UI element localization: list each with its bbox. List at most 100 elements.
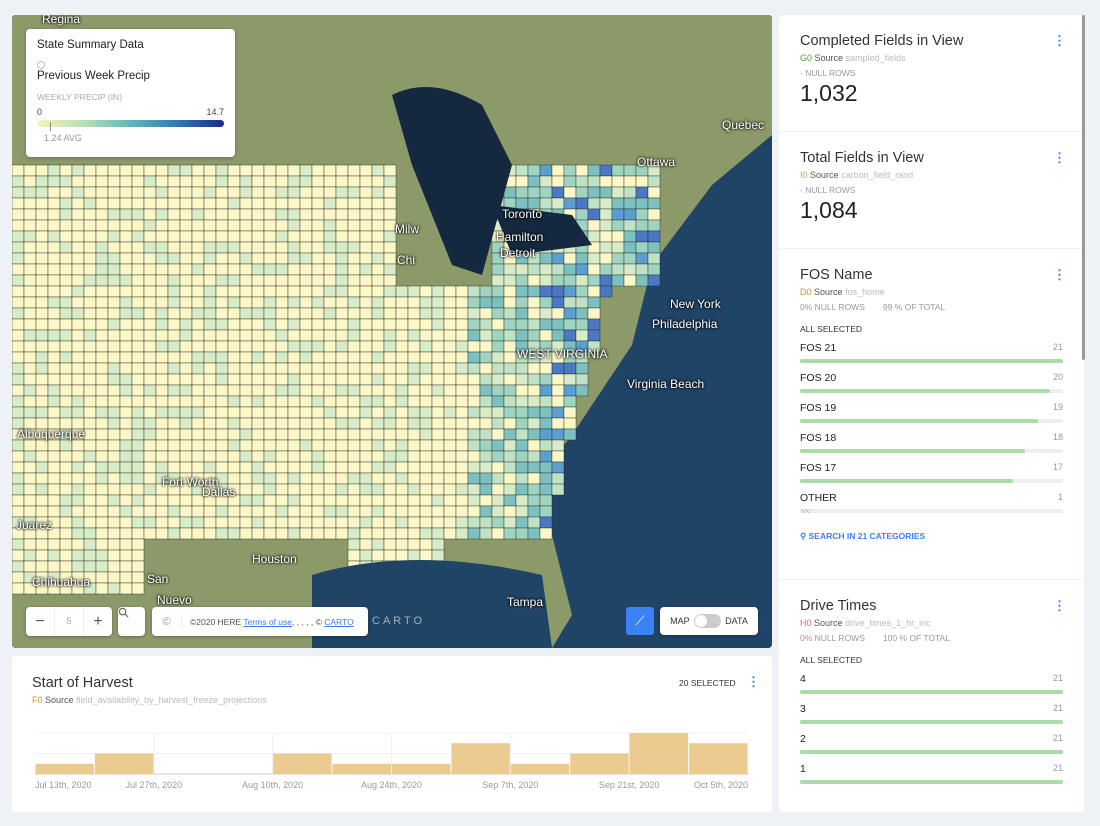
county-polygon[interactable] (539, 439, 553, 452)
county-polygon[interactable] (383, 472, 397, 485)
county-polygon[interactable] (335, 186, 349, 199)
county-polygon[interactable] (407, 351, 421, 364)
county-polygon[interactable] (515, 505, 529, 518)
county-polygon[interactable] (191, 252, 205, 265)
county-polygon[interactable] (83, 516, 97, 529)
county-polygon[interactable] (95, 340, 109, 353)
county-polygon[interactable] (263, 230, 277, 243)
county-polygon[interactable] (167, 208, 181, 221)
county-polygon[interactable] (119, 483, 133, 496)
county-polygon[interactable] (371, 318, 385, 331)
county-polygon[interactable] (251, 285, 265, 298)
county-polygon[interactable] (215, 296, 229, 309)
county-polygon[interactable] (287, 527, 301, 540)
county-polygon[interactable] (587, 263, 601, 276)
county-polygon[interactable] (83, 285, 97, 298)
county-polygon[interactable] (611, 230, 625, 243)
county-polygon[interactable] (131, 362, 145, 375)
county-polygon[interactable] (71, 164, 85, 177)
county-polygon[interactable] (299, 362, 313, 375)
county-polygon[interactable] (215, 318, 229, 331)
county-polygon[interactable] (335, 340, 349, 353)
county-polygon[interactable] (467, 516, 481, 529)
county-polygon[interactable] (539, 186, 553, 199)
county-polygon[interactable] (527, 439, 541, 452)
county-polygon[interactable] (47, 538, 61, 551)
county-polygon[interactable] (311, 241, 325, 254)
county-polygon[interactable] (179, 307, 193, 320)
county-polygon[interactable] (419, 285, 433, 298)
county-polygon[interactable] (239, 494, 253, 507)
county-polygon[interactable] (383, 175, 397, 188)
county-polygon[interactable] (359, 318, 373, 331)
county-polygon[interactable] (191, 428, 205, 441)
county-polygon[interactable] (203, 241, 217, 254)
county-polygon[interactable] (227, 516, 241, 529)
county-polygon[interactable] (47, 483, 61, 496)
county-polygon[interactable] (371, 296, 385, 309)
county-polygon[interactable] (47, 505, 61, 518)
county-polygon[interactable] (155, 197, 169, 210)
county-polygon[interactable] (599, 285, 613, 298)
county-polygon[interactable] (131, 230, 145, 243)
county-polygon[interactable] (263, 428, 277, 441)
county-polygon[interactable] (12, 175, 25, 188)
county-polygon[interactable] (47, 252, 61, 265)
county-polygon[interactable] (239, 428, 253, 441)
county-polygon[interactable] (623, 274, 637, 287)
county-polygon[interactable] (95, 307, 109, 320)
county-polygon[interactable] (131, 208, 145, 221)
county-polygon[interactable] (143, 472, 157, 485)
county-polygon[interactable] (83, 384, 97, 397)
county-polygon[interactable] (467, 351, 481, 364)
county-polygon[interactable] (287, 263, 301, 276)
county-polygon[interactable] (287, 461, 301, 474)
county-polygon[interactable] (203, 439, 217, 452)
county-polygon[interactable] (539, 516, 553, 529)
county-polygon[interactable] (299, 483, 313, 496)
county-polygon[interactable] (287, 164, 301, 177)
county-polygon[interactable] (239, 439, 253, 452)
county-polygon[interactable] (587, 230, 601, 243)
county-polygon[interactable] (479, 505, 493, 518)
county-polygon[interactable] (167, 395, 181, 408)
county-polygon[interactable] (131, 318, 145, 331)
county-polygon[interactable] (527, 516, 541, 529)
county-polygon[interactable] (359, 428, 373, 441)
county-polygon[interactable] (575, 285, 589, 298)
county-polygon[interactable] (179, 505, 193, 518)
county-polygon[interactable] (515, 439, 529, 452)
county-polygon[interactable] (419, 428, 433, 441)
county-polygon[interactable] (359, 384, 373, 397)
county-polygon[interactable] (335, 461, 349, 474)
county-polygon[interactable] (323, 329, 337, 342)
county-polygon[interactable] (323, 527, 337, 540)
county-polygon[interactable] (203, 461, 217, 474)
county-polygon[interactable] (551, 483, 565, 496)
county-polygon[interactable] (335, 296, 349, 309)
county-polygon[interactable] (119, 582, 133, 595)
county-polygon[interactable] (227, 450, 241, 463)
county-polygon[interactable] (107, 516, 121, 529)
county-polygon[interactable] (83, 329, 97, 342)
county-polygon[interactable] (83, 538, 97, 551)
county-polygon[interactable] (407, 307, 421, 320)
county-polygon[interactable] (527, 164, 541, 177)
county-polygon[interactable] (335, 395, 349, 408)
county-polygon[interactable] (143, 461, 157, 474)
county-polygon[interactable] (215, 351, 229, 364)
county-polygon[interactable] (12, 186, 25, 199)
county-polygon[interactable] (239, 516, 253, 529)
widget-menu-icon[interactable]: ⋮ (1053, 598, 1066, 613)
county-polygon[interactable] (515, 483, 529, 496)
county-polygon[interactable] (347, 252, 361, 265)
county-polygon[interactable] (599, 219, 613, 232)
county-polygon[interactable] (215, 428, 229, 441)
county-polygon[interactable] (239, 296, 253, 309)
county-polygon[interactable] (203, 505, 217, 518)
county-polygon[interactable] (95, 164, 109, 177)
county-polygon[interactable] (347, 164, 361, 177)
county-polygon[interactable] (12, 318, 25, 331)
county-polygon[interactable] (251, 450, 265, 463)
county-polygon[interactable] (395, 307, 409, 320)
